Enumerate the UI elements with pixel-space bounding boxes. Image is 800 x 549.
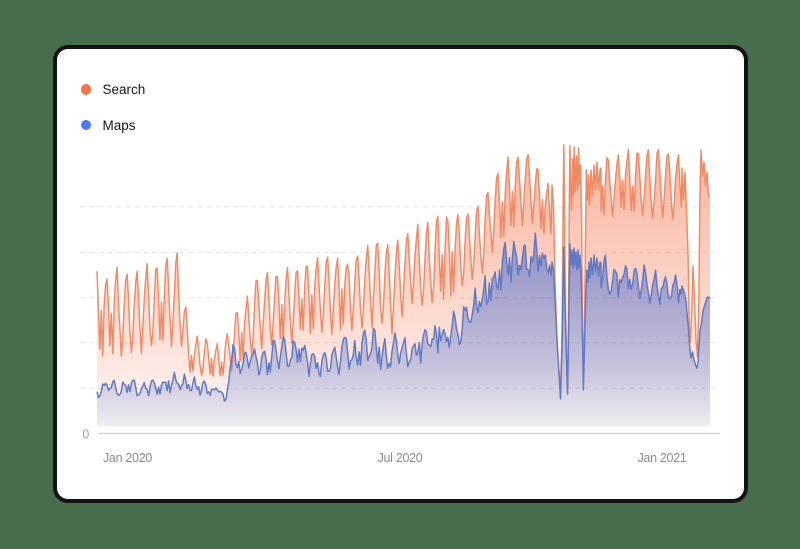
svg-text:0: 0 — [82, 428, 89, 442]
svg-text:Jan 2020: Jan 2020 — [103, 451, 152, 465]
svg-text:Jul 2020: Jul 2020 — [378, 451, 423, 465]
svg-text:Jan 2021: Jan 2021 — [637, 451, 686, 465]
